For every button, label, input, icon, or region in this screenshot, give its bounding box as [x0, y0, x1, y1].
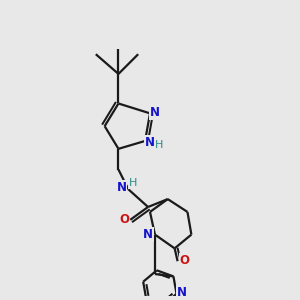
Text: N: N	[150, 106, 160, 119]
Text: O: O	[119, 213, 129, 226]
Text: N: N	[116, 181, 126, 194]
Text: N: N	[143, 228, 153, 241]
Text: N: N	[176, 286, 187, 299]
Text: O: O	[179, 254, 190, 267]
Text: H: H	[129, 178, 137, 188]
Text: H: H	[155, 140, 163, 150]
Text: N: N	[145, 136, 155, 149]
